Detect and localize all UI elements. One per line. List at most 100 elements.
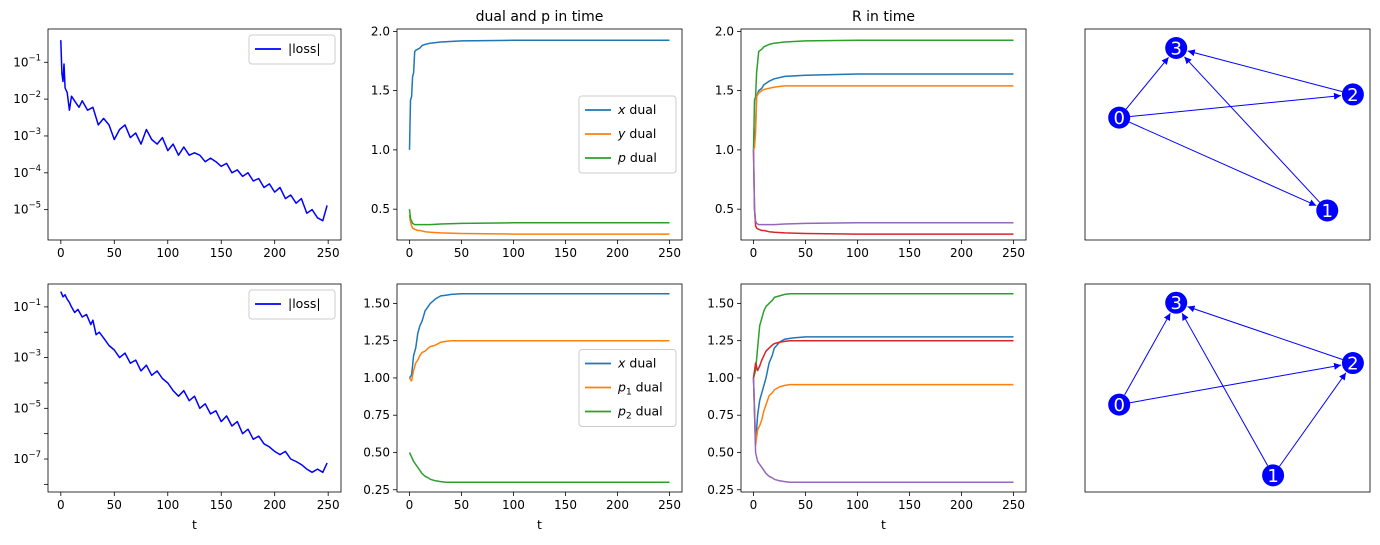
loss-bottom-chart: 0 50 100 150 200 250 10−1 10−3 10−5 10−7 t |loss| (13, 283, 342, 532)
R-bottom-series-group (752, 292, 1014, 484)
R-top-ytick-label-3: 2.0 (715, 24, 734, 38)
R-top-series-0 (752, 39, 1014, 150)
dual-bottom-ytick-label-2: 0.75 (363, 408, 390, 422)
graph-bottom-node-label-1: 1 (1267, 466, 1278, 487)
loss-bottom-series-group (60, 291, 328, 474)
loss-bottom-xtick-label-0: 0 (57, 498, 65, 512)
loss-bottom-xlabel: t (192, 517, 197, 532)
graph-bottom-node-label-2: 2 (1347, 354, 1358, 375)
R-bottom-ytick-label-1: 0.50 (707, 445, 734, 459)
dual-bottom-chart: 0 50 100 150 200 250 0.25 0.50 0.75 1.00 1.25 1.50 t… (363, 283, 683, 532)
graph-top-edge-0-1 (1129, 121, 1317, 207)
R-bottom-ytick-label-2: 0.75 (707, 408, 734, 422)
dual-top-xtick-label-1: 50 (454, 246, 469, 260)
dual-top-xtick-label-0: 0 (406, 246, 414, 260)
graph-top-edge-2-3 (1187, 49, 1343, 93)
graph-top-node-0 (1108, 106, 1131, 129)
loss-top-chart: 0 50 100 150 200 250 10−1 10−2 10−3 10−4 10−5 |loss… (13, 28, 342, 260)
loss-top-frame (47, 28, 342, 241)
R-bottom-xtick-label-0: 0 (750, 498, 758, 512)
R-top-title: R in time (852, 9, 915, 25)
graph-bottom-edge-1-3 (1181, 312, 1269, 467)
loss-top-xtick-label-1: 50 (107, 246, 122, 260)
loss-top-xtick-label-4: 200 (263, 246, 286, 260)
dual-top-xtick-label-2: 100 (502, 246, 525, 260)
R-top-xtick-label-4: 200 (950, 246, 973, 260)
dual-top-series-group (408, 39, 670, 235)
graph-top-edge-1-3 (1184, 56, 1321, 203)
graph-bottom-node-1 (1262, 464, 1285, 487)
loss-bottom-ytick-label-3: 10−7 (13, 450, 41, 466)
dual-top-xtick-label-3: 150 (554, 246, 577, 260)
dual-top-legend-box (578, 95, 677, 174)
R-bottom-xtick-label-3: 150 (898, 498, 921, 512)
loss-bottom-xtick-label-3: 150 (210, 498, 233, 512)
dual-top-legend-label-2: p dual (617, 150, 657, 165)
R-top-series-group (752, 39, 1014, 235)
loss-top-series-0 (60, 40, 328, 222)
graph-bottom-edge-2-3 (1187, 305, 1343, 360)
dual-top-ytick-label-2: 1.5 (371, 84, 390, 98)
R-top-series-2 (752, 85, 1014, 151)
dual-top-series-2 (408, 209, 670, 226)
R-bottom-xlabel: t (881, 517, 886, 532)
R-bottom-series-3 (752, 377, 1014, 446)
loss-bottom-frame (47, 283, 342, 493)
graph-top-frame (1084, 28, 1371, 241)
dual-bottom-xtick-label-5: 250 (658, 498, 681, 512)
loss-top-legend-label-0: |loss| (288, 41, 321, 56)
loss-top-series-group (60, 40, 328, 222)
dual-bottom-series-group (408, 292, 670, 484)
loss-bottom-xtick-label-4: 200 (263, 498, 286, 512)
dual-bottom-legend-label-1: p1 dual (617, 380, 663, 398)
R-top-ytick-label-2: 1.5 (715, 84, 734, 98)
R-top-xtick-label-5: 250 (1002, 246, 1025, 260)
graph-bottom-node-label-3: 3 (1170, 293, 1181, 314)
dual-bottom-legend-label-0: x dual (617, 356, 656, 371)
R-bottom-xtick-label-5: 250 (1002, 498, 1025, 512)
dual-top-ytick-label-0: 0.5 (371, 202, 390, 216)
graph-bottom-node-2 (1341, 352, 1364, 375)
loss-bottom-ytick-label-0: 10−1 (13, 298, 41, 314)
R-top-ytick-label-1: 1.0 (715, 143, 734, 157)
loss-bottom-ytick-label-1: 10−3 (13, 349, 41, 365)
loss-bottom-legend-box (248, 289, 336, 320)
dual-bottom-xtick-label-1: 50 (454, 498, 469, 512)
R-top-ytick-label-0: 0.5 (715, 202, 734, 216)
R-top-series-3 (752, 149, 1014, 235)
loss-top-xtick-label-2: 100 (156, 246, 179, 260)
loss-bottom-xtick-label-2: 100 (156, 498, 179, 512)
R-bottom-series-0 (752, 292, 1014, 379)
dual-top-xtick-label-4: 200 (606, 246, 629, 260)
loss-top-ytick-label-2: 10−3 (13, 127, 41, 143)
graph-top-node-label-3: 3 (1170, 38, 1181, 59)
graph-bottom-edge-1-2 (1279, 372, 1347, 467)
loss-bottom-series-0 (60, 291, 328, 474)
R-bottom-ytick-label-3: 1.00 (707, 371, 734, 385)
R-top-series-4 (752, 149, 1014, 226)
graph-top-node-1 (1316, 199, 1339, 222)
graph-bottom-node-3 (1165, 291, 1188, 314)
graph-bottom-edge-0-2 (1129, 362, 1342, 404)
loss-top-ytick-label-0: 10−1 (13, 53, 41, 69)
loss-bottom-legend: |loss| (248, 289, 336, 320)
dual-bottom-xtick-label-2: 100 (502, 498, 525, 512)
R-top-xtick-label-0: 0 (750, 246, 758, 260)
dual-top-series-1 (408, 214, 670, 235)
graph-top-edge-0-2 (1130, 92, 1342, 118)
graph-top-node-label-0: 0 (1113, 108, 1124, 129)
dual-top-legend-label-1: y dual (617, 126, 656, 141)
dual-bottom-ytick-label-1: 0.50 (363, 445, 390, 459)
R-top-xtick-label-2: 100 (846, 246, 869, 260)
loss-bottom-xtick-label-1: 50 (107, 498, 122, 512)
dual-bottom-legend-label-2: p2 dual (617, 404, 663, 422)
R-bottom-series-4 (752, 377, 1014, 484)
graph-bottom-node-0 (1108, 393, 1131, 416)
R-bottom-ytick-label-5: 1.50 (707, 296, 734, 310)
loss-top-ytick-label-1: 10−2 (13, 90, 41, 106)
graph-bottom-node-label-0: 0 (1113, 395, 1124, 416)
R-bottom-chart: 0 50 100 150 200 250 0.25 0.50 0.75 1.00 1.25 1.50 t (707, 283, 1027, 532)
dual-bottom-series-0 (408, 292, 670, 379)
R-bottom-ytick-label-0: 0.25 (707, 483, 734, 497)
loss-top-xtick-label-0: 0 (57, 246, 65, 260)
